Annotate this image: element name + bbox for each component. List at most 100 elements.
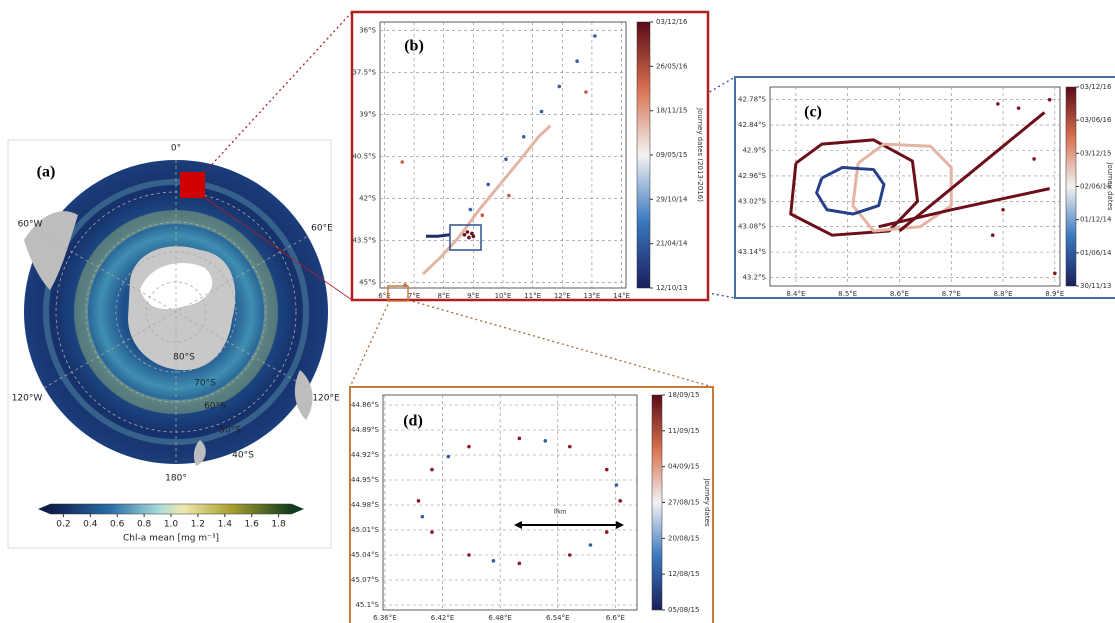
track-point [430,530,434,534]
colorbar-tick-label: 03/12/16 [656,18,688,26]
colorbar-tick-label: 29/10/14 [656,195,688,203]
colorbar-tick-label: 12/10/13 [656,284,687,292]
x-tick-label: 8.4°E [786,290,805,298]
track-point [486,183,490,187]
latitude-label: 70°S [194,379,216,389]
figure: 6°E7°E8°E9°E10°E11°E12°E13°E14°E36°S37.5… [0,0,1115,623]
colorbar-tick-label: 1.2 [191,520,205,530]
y-tick-label: 44.92°S [351,451,380,459]
track-point [417,499,421,503]
y-tick-label: 45.04°S [351,551,380,559]
track-point [518,562,522,566]
track-point [584,90,588,94]
track-point [421,515,425,519]
y-tick-label: 44.89°S [351,426,380,434]
track-point [1017,106,1021,110]
track-point [469,208,473,212]
colorbar-tick-label: 05/08/15 [668,606,699,614]
y-tick-label: 43.08°S [738,223,767,231]
y-tick-label: 42.96°S [738,172,767,180]
colorbar-label: Journey dates [703,477,711,526]
track-point [430,468,434,472]
track-point [1053,271,1057,275]
y-tick-label: 45.07°S [351,576,380,584]
track-point [1001,208,1005,212]
y-tick-label: 40.5°S [352,152,376,160]
colorbar-tick-label: 03/06/16 [1080,116,1112,124]
y-tick-label: 43.5°S [352,236,376,244]
track-point [480,213,484,217]
colorbar-label: Journey dates [1106,161,1114,210]
x-tick-label: 6.6°E [606,614,625,622]
scale-label: 8km [554,508,567,516]
y-tick-label: 39°S [359,110,376,118]
colorbar [652,395,662,610]
track-point [991,233,995,237]
y-tick-label: 45.1°S [355,601,379,609]
track-point [492,559,496,563]
track-point [467,236,471,240]
colorbar-tick-label: 0.2 [56,520,70,530]
y-tick-label: 42.9°S [742,147,766,155]
panel-label: (c) [804,104,822,121]
y-tick-label: 43.02°S [738,197,767,205]
track-point [507,194,511,198]
track-point [589,543,593,547]
colorbar-tick-label: 1.6 [245,520,260,530]
colorbar [50,504,292,514]
colorbar-tick-label: 03/12/15 [1080,149,1111,157]
x-tick-label: 13°E [583,292,600,300]
track-point [568,445,572,449]
y-tick-label: 37.5°S [352,68,376,76]
longitude-label: 0° [171,144,181,154]
x-tick-label: 8.6°E [890,290,909,298]
track-point [593,34,597,38]
x-tick-label: 6.42°E [431,614,455,622]
track-point [472,234,476,238]
track-point [960,178,964,182]
colorbar-tick-label: 30/11/13 [1080,282,1111,290]
track-point [467,553,471,557]
track-point [558,85,562,89]
track-point [618,499,622,503]
x-tick-label: 9°E [467,292,479,300]
x-tick-label: 8.8°E [994,290,1013,298]
track-point [605,530,609,534]
track-point [605,468,609,472]
colorbar-label: Journey dates (2013-2016) [696,107,704,202]
x-tick-label: 12°E [554,292,571,300]
panel-label: (a) [37,164,56,181]
colorbar-tick-label: 20/08/15 [668,534,699,542]
track-point [568,553,572,557]
colorbar-tick-label: 09/05/15 [656,151,687,159]
panel-label: (d) [403,413,423,430]
x-tick-label: 6.36°E [373,614,397,622]
track-point [518,437,522,441]
x-tick-label: 6°E [378,292,390,300]
colorbar-tick-label: 1.4 [218,520,233,530]
colorbar-tick-label: 01/06/14 [1080,249,1112,257]
longitude-label: 60°W [18,220,43,230]
x-tick-label: 11°E [524,292,541,300]
latitude-label: 60°S [204,402,226,412]
track-point [615,483,619,487]
x-tick-label: 10°E [495,292,512,300]
longitude-label: 60°E [311,224,333,234]
y-tick-label: 44.86°S [351,401,380,409]
colorbar-tick-label: 03/12/16 [1080,83,1112,91]
latitude-label: 40°S [232,451,254,461]
colorbar-tick-label: 1.0 [164,520,179,530]
track-point [504,157,508,161]
y-tick-label: 45.01°S [351,526,380,534]
latitude-label: 80°S [173,353,195,363]
x-tick-label: 8.5°E [838,290,857,298]
track-point [447,455,451,459]
colorbar-tick-label: 11/09/15 [668,427,699,435]
colorbar-label: Chl-a mean [mg m⁻³] [123,534,219,544]
panel-label: (b) [404,38,424,55]
colorbar-tick-label: 0.8 [137,520,152,530]
track-point [467,445,471,449]
track [426,235,450,236]
colorbar-tick-label: 04/09/15 [668,463,699,471]
colorbar-tick-label: 12/08/15 [668,570,699,578]
